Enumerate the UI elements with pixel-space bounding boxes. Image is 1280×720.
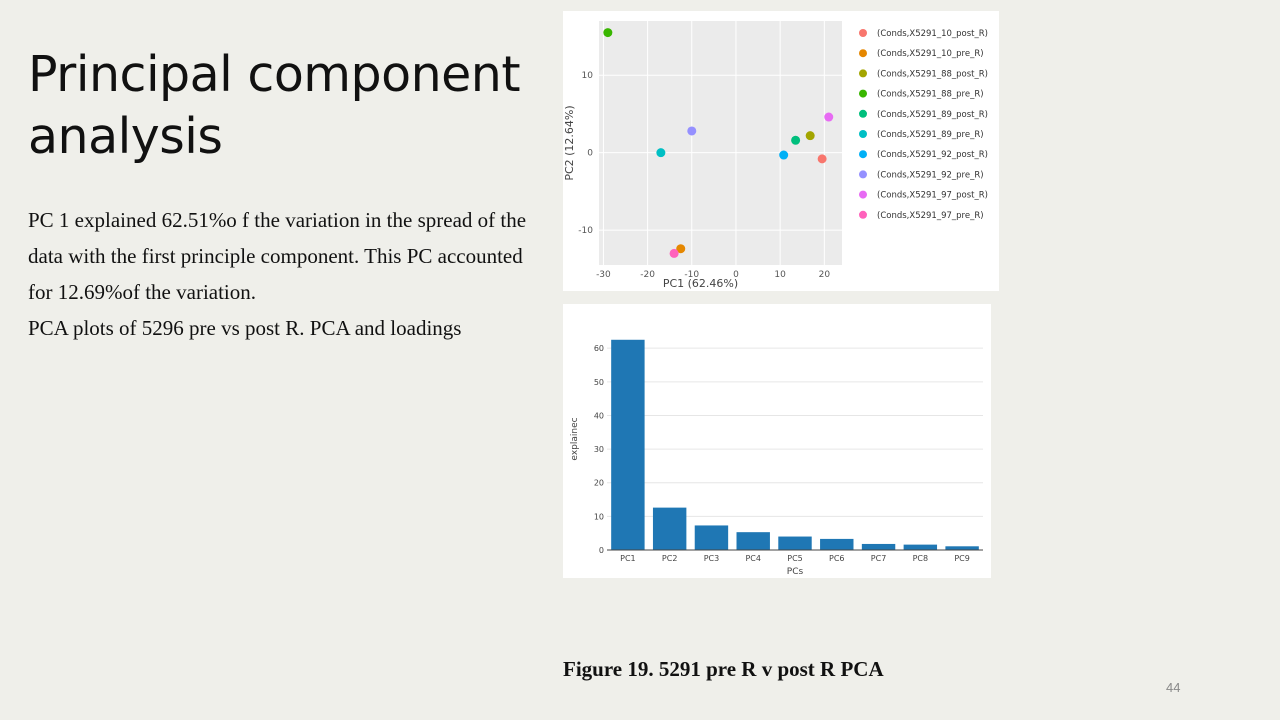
legend-label: (Conds,X5291_88_post_R)	[877, 69, 988, 79]
body-paragraph: PCA plots of 5296 pre vs post R. PCA and…	[28, 316, 462, 340]
x-tick-label: -30	[596, 270, 611, 280]
scatter-point	[779, 150, 789, 160]
legend-swatch	[859, 210, 867, 219]
bar	[652, 507, 687, 550]
scatter-point	[669, 248, 679, 258]
scatter-point	[656, 148, 666, 158]
plot-background	[599, 21, 842, 265]
x-tick-label: PC7	[871, 554, 887, 563]
y-axis-label: PC2 (12.64%)	[563, 105, 576, 180]
x-tick-label: PC9	[954, 554, 970, 563]
bar	[611, 339, 645, 550]
y-tick-label: 40	[594, 411, 604, 420]
legend-label: (Conds,X5291_97_pre_R)	[877, 211, 984, 221]
y-tick-label: 30	[594, 445, 604, 454]
x-tick-label: PC5	[787, 554, 803, 563]
y-tick-label: -10	[578, 226, 593, 236]
scatter-point	[676, 244, 686, 254]
legend-label: (Conds,X5291_92_post_R)	[877, 150, 988, 160]
legend-label: (Conds,X5291_10_pre_R)	[877, 49, 984, 59]
legend-label: (Conds,X5291_89_pre_R)	[877, 130, 984, 140]
y-tick-label: 0	[599, 546, 604, 555]
y-tick-label: 10	[594, 512, 604, 521]
x-tick-label: -10	[684, 270, 699, 280]
bar	[778, 536, 812, 550]
bar	[736, 532, 770, 550]
pca-scatter-svg: -30 -20 -10 0 10 20 -10 0 10 PC1 (62.46%) PC2 (12.…	[563, 21, 988, 290]
bar	[945, 546, 979, 550]
scatter-point	[817, 154, 827, 164]
x-tick-label: PC8	[913, 554, 929, 563]
y-tick-label: 60	[594, 344, 604, 353]
slide-title: Principal component analysis	[28, 46, 521, 165]
legend-swatch	[859, 49, 867, 58]
page-number: 44	[1166, 680, 1181, 695]
y-tick-label: 50	[594, 378, 604, 387]
bar	[694, 525, 729, 550]
scatter-point	[687, 126, 697, 136]
bar	[903, 544, 938, 550]
legend-swatch	[859, 130, 867, 138]
x-tick-label: 20	[819, 270, 831, 280]
scatter-point	[805, 131, 815, 141]
x-tick-label: 0	[733, 270, 739, 280]
explained-variance-bar-chart: 0 10 20 30 40 50 60 PC1 PC2 PC3 PC4 PC5 PC6 PC7 PC8 PC9…	[563, 304, 991, 578]
y-tick-label: 20	[594, 479, 604, 488]
explained-variance-svg: 0 10 20 30 40 50 60 PC1 PC2 PC3 PC4 PC5 PC6 PC7 PC8 PC9…	[570, 339, 983, 577]
scatter-point	[791, 135, 801, 145]
x-tick-label: 10	[774, 270, 786, 280]
legend-swatch	[859, 190, 867, 199]
scatter-point	[824, 112, 834, 122]
x-tick-label: PC4	[745, 554, 761, 563]
legend-label: (Conds,X5291_88_pre_R)	[877, 90, 984, 100]
x-tick-label: PC3	[704, 554, 720, 563]
x-tick-label: PC2	[662, 554, 678, 563]
legend-label: (Conds,X5291_89_post_R)	[877, 110, 988, 120]
x-axis-label: PC1 (62.46%)	[663, 277, 738, 290]
legend-swatch	[859, 109, 867, 118]
x-tick-label: -20	[640, 270, 655, 280]
legend-label: (Conds,X5291_92_pre_R)	[877, 170, 984, 180]
body-paragraph: PC 1 explained 62.51%o f the variation i…	[28, 208, 527, 304]
legend-label: (Conds,X5291_10_post_R)	[877, 29, 988, 39]
legend-swatch	[859, 69, 867, 78]
bar	[820, 538, 854, 550]
figure-caption: Figure 19. 5291 pre R v post R PCA	[563, 657, 884, 681]
legend-swatch	[859, 170, 867, 179]
body-text: PC 1 explained 62.51%o f the variation i…	[28, 202, 528, 346]
x-axis-label: PCs	[787, 567, 804, 577]
y-tick-label: 10	[582, 71, 594, 81]
scatter-point	[603, 28, 613, 38]
pca-scatter-plot: -30 -20 -10 0 10 20 -10 0 10 PC1 (62.46%) PC2 (12.…	[563, 11, 999, 291]
legend-label: (Conds,X5291_97_post_R)	[877, 191, 988, 201]
x-tick-label: PC1	[620, 554, 636, 563]
legend-swatch	[859, 150, 867, 159]
bar	[861, 543, 896, 550]
legend-swatch	[859, 29, 867, 37]
x-tick-label: PC6	[829, 554, 845, 563]
y-axis-label: explainec	[570, 417, 580, 460]
y-tick-label: 0	[587, 149, 593, 159]
legend-swatch	[859, 89, 867, 98]
